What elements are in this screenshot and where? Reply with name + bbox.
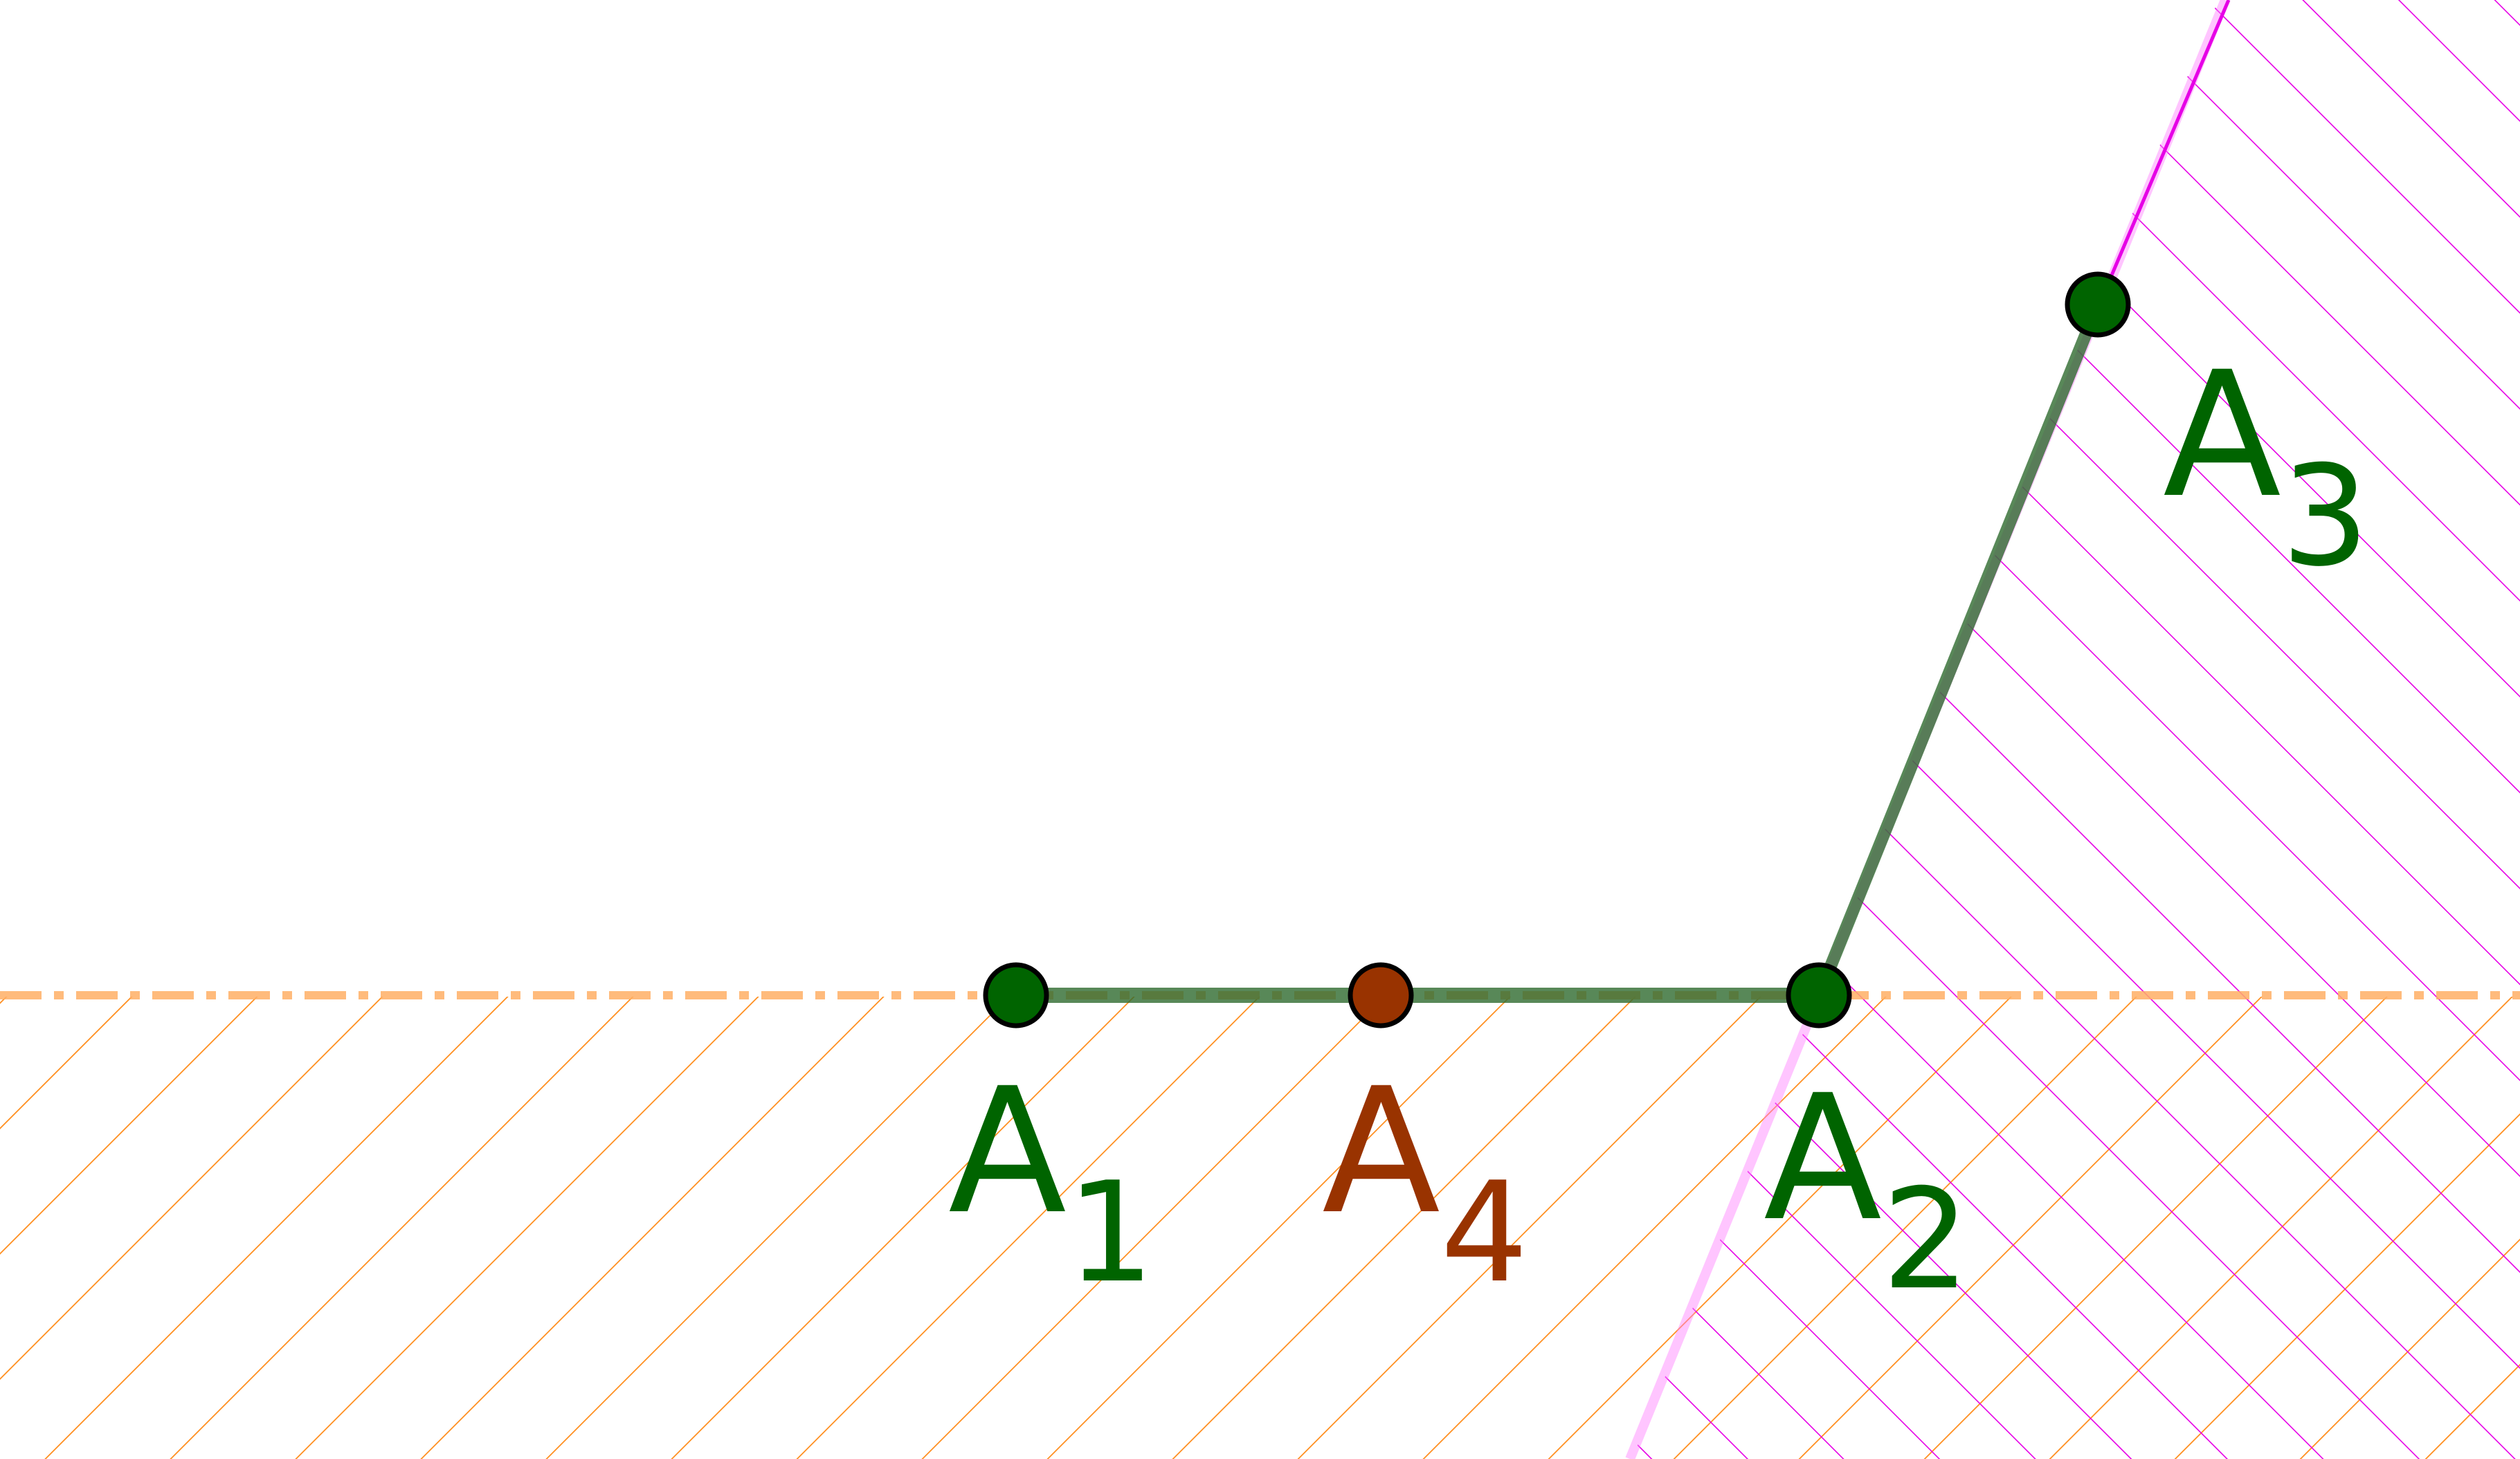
magenta-boundary-line [2097, 0, 2231, 305]
point-a2[interactable] [1786, 962, 1852, 1028]
label-a4: A4 [1322, 1051, 1528, 1314]
label-a1: A1 [948, 1051, 1154, 1314]
point-a3[interactable] [2065, 271, 2131, 338]
segment-a2-a3[interactable] [1813, 298, 2104, 1002]
magenta-half-plane [1632, 0, 2520, 1459]
point-a1[interactable] [983, 962, 1049, 1028]
label-a3: A3 [2163, 334, 2369, 597]
label-a2: A2 [1764, 1058, 1970, 1321]
point-a4[interactable] [1348, 962, 1414, 1028]
